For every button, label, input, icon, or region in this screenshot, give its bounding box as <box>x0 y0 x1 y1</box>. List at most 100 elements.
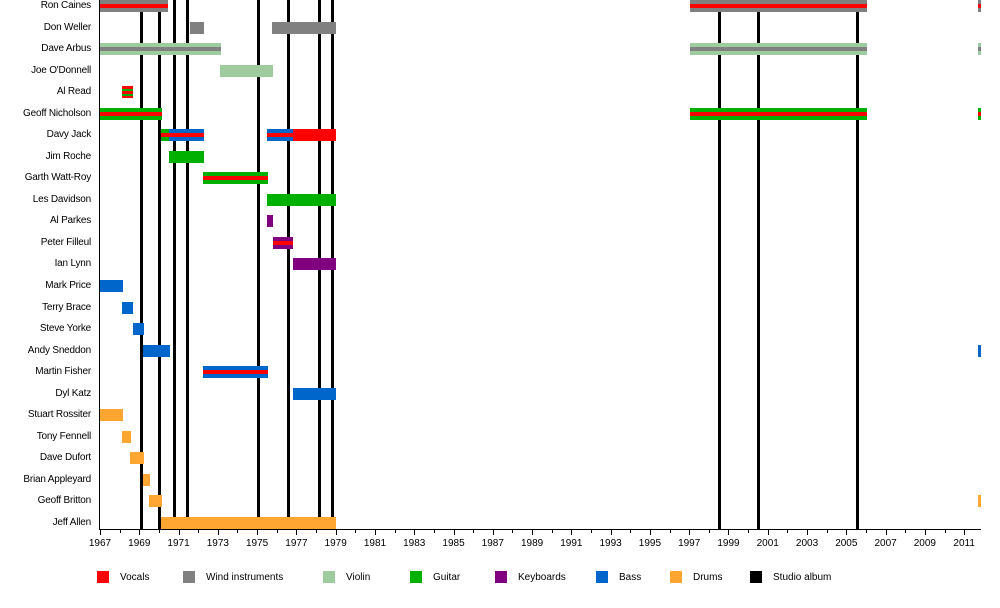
x-tick-label: 2007 <box>874 538 897 549</box>
member-name: Dave Arbus <box>41 43 91 55</box>
x-tick <box>649 529 651 535</box>
bar-drums <box>143 473 151 486</box>
x-tick <box>316 529 318 533</box>
legend-label-bass: Bass <box>619 572 642 583</box>
legend-swatch-keyboards <box>495 571 507 583</box>
x-tick <box>728 529 730 535</box>
bar-bass <box>977 344 981 357</box>
x-tick <box>335 529 337 535</box>
x-tick-label: 1979 <box>324 538 347 549</box>
x-tick-label: 2005 <box>835 538 858 549</box>
bar-vocals <box>690 4 867 8</box>
studio-album-line <box>157 0 161 529</box>
x-tick-label: 1983 <box>403 538 426 549</box>
x-tick-label: 1985 <box>442 538 465 549</box>
member-name: Tony Fennell <box>36 430 92 442</box>
x-axis-line <box>100 529 981 530</box>
member-name: Geoff Britton <box>37 495 92 507</box>
x-tick <box>532 529 534 535</box>
x-tick <box>924 529 926 535</box>
x-tick-label: 1993 <box>599 538 622 549</box>
bar-guitar <box>168 150 205 163</box>
member-name: Al Parkes <box>50 215 91 227</box>
x-tick <box>551 529 553 533</box>
member-name: Stuart Rossiter <box>27 409 91 421</box>
x-tick-label: 2011 <box>953 538 975 549</box>
member-name: Dave Dufort <box>39 452 91 464</box>
x-tick-label: 2001 <box>756 538 779 549</box>
bar-guitar <box>266 193 336 206</box>
member-name: Les Davidson <box>32 193 91 205</box>
x-tick <box>865 529 867 533</box>
member-name: Martin Fisher <box>35 366 91 378</box>
legend-label-keyboards: Keyboards <box>518 572 566 583</box>
studio-album-line <box>185 0 189 529</box>
x-tick <box>296 529 298 535</box>
x-tick <box>630 529 632 533</box>
x-tick <box>100 529 101 535</box>
bar-vocals <box>977 4 981 8</box>
x-tick-label: 1991 <box>560 538 583 549</box>
x-tick-label: 1973 <box>206 538 229 549</box>
bar-vocals <box>121 90 134 94</box>
member-name: Don Weller <box>43 21 91 33</box>
x-tick <box>787 529 789 533</box>
x-tick <box>433 529 435 533</box>
x-tick-label: 1981 <box>363 538 387 549</box>
x-tick-label: 1997 <box>678 538 701 549</box>
member-name: Jeff Allen <box>52 516 92 528</box>
bar-bass <box>100 280 123 293</box>
bar-vocals <box>100 111 162 116</box>
bar-wind <box>272 21 336 34</box>
x-tick <box>610 529 612 535</box>
bar-bass <box>293 387 336 400</box>
legend-label-wind: Wind instruments <box>206 572 284 583</box>
x-tick-label: 2009 <box>913 538 936 549</box>
x-tick <box>394 529 396 533</box>
x-tick <box>276 529 278 533</box>
x-tick <box>767 529 769 535</box>
bar-vocals <box>100 4 168 8</box>
bar-vocals <box>293 129 336 142</box>
bar-vocals <box>690 111 867 116</box>
legend-swatch-vocals <box>97 571 109 583</box>
x-tick <box>689 529 691 535</box>
legend-swatch-guitar <box>410 571 422 583</box>
studio-album-line <box>756 0 760 529</box>
member-name: Terry Brace <box>42 301 91 313</box>
studio-album-line <box>140 0 144 529</box>
bar-wind <box>977 47 981 52</box>
x-tick <box>453 529 455 535</box>
bar-vocals <box>272 240 294 245</box>
x-tick <box>237 529 239 533</box>
x-tick <box>119 529 121 533</box>
member-name: Brian Appleyard <box>23 473 91 485</box>
x-tick <box>178 529 180 535</box>
x-tick <box>158 529 160 533</box>
x-tick <box>964 529 966 535</box>
member-name: Dyl Katz <box>55 387 91 399</box>
legend-swatch-bass <box>596 571 608 583</box>
x-tick <box>944 529 946 533</box>
bar-drums <box>130 452 144 465</box>
bar-drums <box>121 430 131 443</box>
x-tick-label: 1995 <box>638 538 662 549</box>
x-tick-label: 1987 <box>481 538 504 549</box>
x-tick <box>846 529 848 535</box>
x-tick <box>217 529 219 535</box>
bar-drums <box>100 409 123 422</box>
x-tick <box>669 529 671 533</box>
bar-drums <box>977 495 981 508</box>
member-name: Andy Sneddon <box>27 344 91 356</box>
x-tick <box>571 529 573 535</box>
x-tick-label: 1967 <box>88 538 112 549</box>
bar-vocals <box>168 133 205 138</box>
x-tick-label: 1975 <box>245 538 269 549</box>
member-name: Joe O'Donnell <box>31 64 91 76</box>
x-tick-label: 1977 <box>285 538 308 549</box>
x-tick <box>748 529 750 533</box>
x-tick <box>512 529 514 533</box>
x-tick-label: 1971 <box>167 538 190 549</box>
legend-label-violin: Violin <box>346 572 371 583</box>
bar-keyboards <box>293 258 336 271</box>
